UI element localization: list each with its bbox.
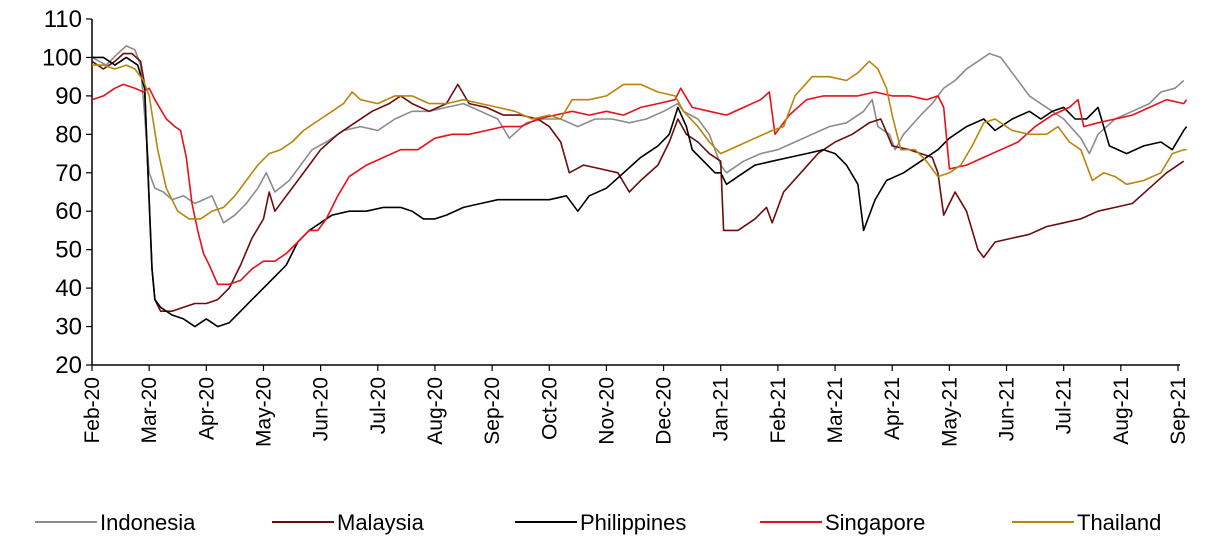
x-tick-label: Oct-20 bbox=[538, 377, 561, 440]
x-tick-label: Sep-21 bbox=[1167, 377, 1190, 445]
series-line-malaysia bbox=[91, 52, 1185, 312]
x-tick-label: Jun-20 bbox=[310, 377, 333, 441]
series-lines bbox=[91, 45, 1188, 328]
x-tick-label: Apr-21 bbox=[881, 377, 904, 440]
y-tick-label: 70 bbox=[55, 160, 82, 187]
y-tick-label: 50 bbox=[55, 237, 82, 264]
series-line-singapore bbox=[91, 83, 1188, 286]
y-tick-label: 110 bbox=[44, 6, 82, 33]
y-tick-label: 30 bbox=[55, 314, 82, 341]
legend-label-thailand: Thailand bbox=[1077, 510, 1161, 535]
legend-label-philippines: Philippines bbox=[580, 510, 686, 535]
x-tick-label: Aug-20 bbox=[424, 377, 447, 445]
y-tick-label: 90 bbox=[55, 83, 82, 110]
y-tick-label: 20 bbox=[55, 352, 82, 379]
x-tick-label: Mar-20 bbox=[138, 377, 161, 444]
y-tick-label: 100 bbox=[42, 44, 82, 71]
y-tick-label: 60 bbox=[55, 198, 82, 225]
x-tick-label: Jun-21 bbox=[996, 377, 1019, 441]
x-tick-label: Feb-21 bbox=[767, 377, 790, 444]
x-tick-label: Apr-20 bbox=[195, 377, 218, 440]
y-tick-label: 40 bbox=[55, 275, 82, 302]
series-line-thailand bbox=[92, 60, 1187, 220]
legend: Indonesia Malaysia Philippines Singapore Tha… bbox=[35, 510, 1161, 535]
series-line-philippines bbox=[92, 56, 1188, 328]
x-tick-label: Jul-21 bbox=[1053, 377, 1076, 434]
legend-label-indonesia: Indonesia bbox=[100, 510, 196, 535]
y-tick-label: 80 bbox=[55, 121, 82, 148]
x-tick-label: Nov-20 bbox=[595, 377, 618, 445]
x-tick-label: May-21 bbox=[938, 377, 961, 447]
x-tick-label: Aug-21 bbox=[1110, 377, 1133, 445]
x-tick-label: Dec-20 bbox=[653, 377, 676, 445]
x-tick-label: Mar-21 bbox=[824, 377, 847, 444]
legend-label-malaysia: Malaysia bbox=[337, 510, 425, 535]
series-line-indonesia bbox=[91, 45, 1185, 224]
x-tick-label: Feb-20 bbox=[81, 377, 104, 444]
legend-label-singapore: Singapore bbox=[825, 510, 925, 535]
x-axis-ticks: Feb-20 Mar-20 Apr-20 May-20 Jun-20 Jul-20 Aug-… bbox=[81, 365, 1190, 447]
x-tick-label: Jan-21 bbox=[710, 377, 733, 441]
x-tick-label: Sep-20 bbox=[481, 377, 504, 445]
y-axis-ticks: 20 30 40 50 60 70 80 90 100 110 bbox=[42, 6, 92, 379]
x-tick-label: May-20 bbox=[252, 377, 275, 447]
x-tick-label: Jul-20 bbox=[367, 377, 390, 434]
